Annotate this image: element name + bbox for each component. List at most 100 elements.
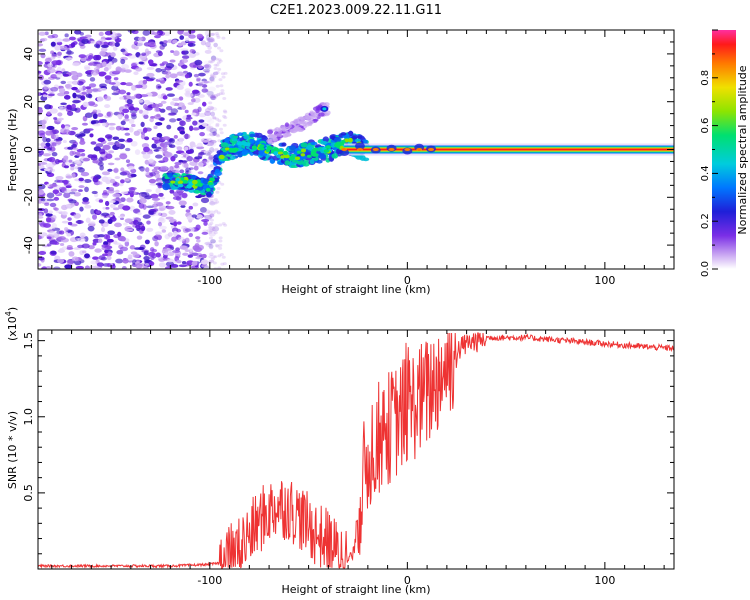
spectrogram-noise-dot: [178, 264, 187, 268]
spectrogram-noise-dot: [196, 239, 201, 243]
spectrogram-noise-dot: [215, 190, 220, 194]
spectrogram-noise-dot: [122, 205, 131, 211]
spectrogram-noise-dot: [216, 61, 221, 65]
spectrogram-ridge-highlight: [325, 145, 332, 149]
spectrogram-noise-dot: [204, 209, 211, 214]
spectrogram-y-tick-label: -40: [22, 236, 35, 254]
spectrogram-noise-dot: [200, 259, 209, 265]
spectrogram-noise-dot: [111, 85, 119, 91]
spectrogram-noise-dot: [192, 245, 200, 251]
colorbar-tick-label: 0.8: [700, 70, 711, 86]
spectrogram-noise-dot: [107, 218, 113, 225]
spectrogram-noise-dot: [182, 252, 189, 256]
spectrogram-branch-dot: [300, 117, 306, 121]
spectrogram-noise-dot: [211, 32, 216, 36]
spectrogram-noise-dot: [102, 223, 109, 227]
spectrogram-branch-dot: [304, 115, 309, 120]
spectrogram-x-tick-label: -100: [197, 274, 222, 287]
spectrogram-noise-dot: [102, 144, 111, 150]
snr-ylabel: SNR (10 * v/v): [6, 411, 19, 489]
spectrogram-noise-dot: [53, 207, 59, 211]
spectrogram-noise-dot: [167, 112, 176, 116]
spectrogram-noise-dot: [148, 41, 156, 47]
spectrogram-noise-dot: [189, 161, 198, 166]
spectrogram-noise-dot: [160, 165, 168, 171]
spectrogram-noise-dot: [145, 167, 150, 173]
spectrogram-noise-dot: [106, 238, 114, 243]
spectrogram-noise-dot: [169, 189, 175, 194]
spectrogram-noise-dot: [39, 162, 48, 165]
colorbar-tick-label: 0.4: [700, 165, 711, 181]
spectrogram-noise-dot: [213, 255, 218, 259]
spectrogram-noise-dot: [81, 91, 88, 95]
spectrogram-noise-dot: [107, 168, 113, 172]
spectrogram-noise-dot: [134, 84, 143, 89]
spectrogram-noise-dot: [220, 72, 225, 76]
spectrogram-noise-dot: [38, 31, 46, 36]
spectrogram-ridge-dot: [302, 161, 310, 167]
spectrogram-noise-dot: [66, 104, 73, 110]
spectrogram-noise-dot: [138, 246, 145, 251]
spectrogram-noise-dot: [172, 97, 180, 102]
spectrogram-noise-dot: [52, 189, 60, 195]
spectrogram-noise-dot: [207, 226, 212, 230]
spectrogram-noise-dot: [70, 42, 76, 48]
spectrogram-ridge-highlight: [179, 177, 185, 181]
spectrogram-noise-dot: [157, 221, 163, 227]
spectrogram-noise-dot: [134, 149, 141, 155]
spectrogram-noise-dot: [140, 121, 145, 128]
spectrogram-noise-dot: [115, 258, 124, 264]
spectrogram-noise-dot: [212, 71, 219, 76]
spectrogram-ridge-highlight: [224, 147, 230, 151]
spectrogram-noise-dot: [51, 142, 57, 147]
snr-y-tick-label: 1.0: [22, 408, 35, 426]
spectrogram-noise-dot: [50, 250, 57, 255]
spectrogram-noise-dot: [101, 176, 109, 183]
spectrogram-noise-dot: [201, 231, 209, 235]
spectrogram-noise-dot: [125, 95, 131, 99]
spectrogram-noise-dot: [210, 257, 215, 261]
spectrogram-ridge-dot: [258, 150, 264, 156]
spectrogram-noise-dot: [80, 171, 90, 177]
snr-marks: [38, 332, 674, 569]
spectrogram-noise-dot: [71, 86, 78, 91]
spectrogram-noise-dot: [159, 225, 167, 230]
spectrogram-noise-dot: [71, 173, 76, 179]
spectrogram-ridge-dot: [355, 138, 361, 143]
spectrogram-noise-dot: [70, 188, 78, 192]
spectrogram-noise-dot: [184, 146, 189, 151]
spectrogram-noise-dot: [38, 60, 43, 66]
carrier-wobble: [339, 148, 350, 156]
spectrogram-noise-dot: [97, 238, 103, 243]
spectrogram-ridge-highlight: [177, 183, 184, 188]
spectrogram-noise-dot: [92, 113, 98, 120]
spectrogram-noise-dot: [109, 41, 116, 47]
spectrogram-noise-dot: [129, 245, 136, 250]
spectrogram-noise-dot: [119, 153, 128, 160]
spectrogram-noise-dot: [48, 226, 56, 230]
spectrogram-noise-dot: [187, 254, 194, 258]
spectrogram-noise-dot: [133, 41, 138, 46]
colorbar-tick-label: 0.2: [700, 213, 711, 229]
spectrogram-noise-dot: [67, 217, 72, 221]
spectrogram-noise-dot: [201, 253, 207, 259]
spectrogram-ridge-dot: [231, 140, 237, 145]
spectrogram-noise-dot: [179, 35, 185, 40]
spectrogram-noise-dot: [178, 200, 187, 206]
spectrogram-noise-dot: [210, 74, 215, 78]
spectrogram-branch-dot: [281, 128, 287, 132]
spectrogram-noise-dot: [213, 42, 218, 48]
spectrogram-noise-dot: [177, 42, 183, 47]
spectrogram-noise-dot: [147, 59, 154, 65]
spectrogram-ridge-dot: [357, 135, 363, 139]
spectrogram-noise-dot: [94, 248, 102, 253]
spectrogram-noise-dot: [109, 211, 115, 216]
spectrogram-branch-dot: [275, 133, 282, 137]
spectrogram-noise-dot: [216, 92, 221, 96]
spectrogram-noise-dot: [217, 46, 222, 50]
spectrogram-noise-dot: [175, 140, 183, 145]
spectrogram-noise-dot: [74, 133, 82, 138]
spectrogram-noise-dot: [103, 233, 109, 240]
spectrogram-noise-dot: [84, 112, 93, 118]
spectrogram-noise-dot: [163, 31, 171, 37]
